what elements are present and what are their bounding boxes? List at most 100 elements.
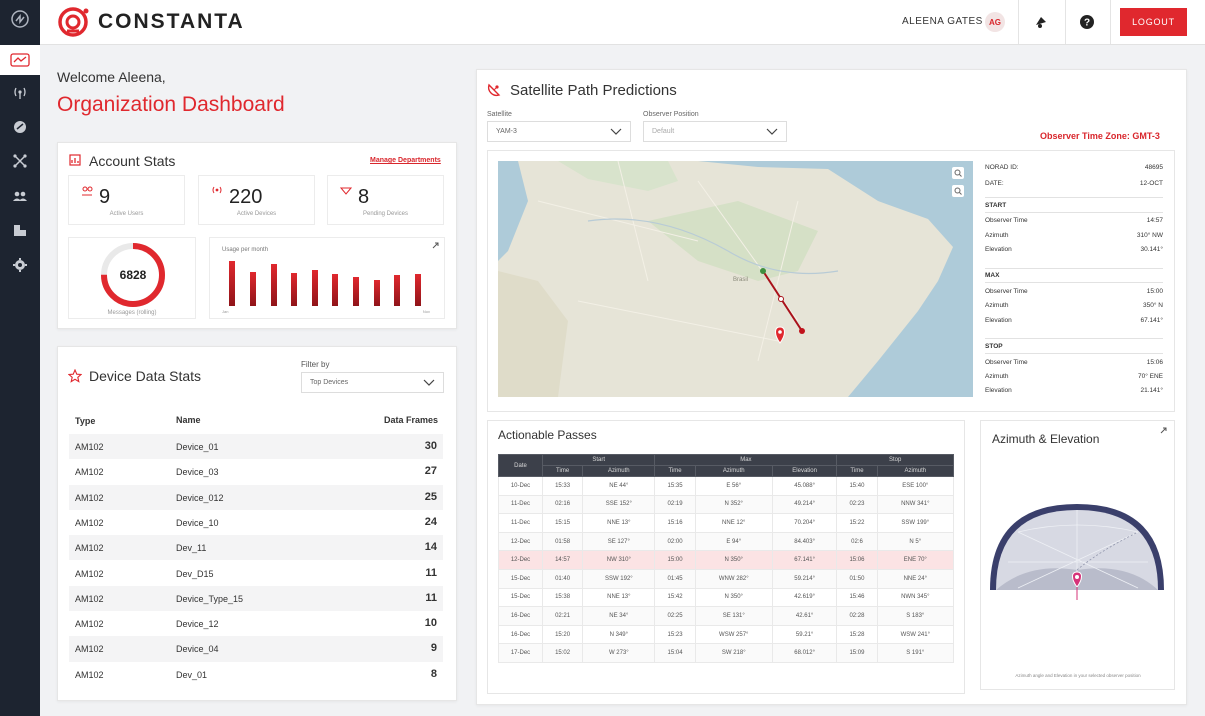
chart-icon[interactable]	[0, 215, 40, 245]
table-row[interactable]: 11-Dec 15:15 NNE 13° 15:16 NNE 12° 70.204° 15:…	[498, 513, 955, 533]
norad-value: 48695	[1144, 164, 1163, 171]
column-header-frames: Data Frames	[383, 415, 438, 425]
table-row[interactable]: 11-Dec 02:16 SSE 152° 02:19 N 352° 49.214° 02:…	[498, 494, 955, 515]
table-row[interactable]: AM102 Device_10 24	[69, 510, 443, 535]
table-row[interactable]: AM102 Device_03 27	[69, 459, 443, 484]
observer-select[interactable]: Default	[643, 121, 787, 142]
table-row[interactable]: 16-Dec 15:20 N 349° 15:23 WSW 257° 59.21° 15:2…	[498, 624, 955, 645]
filter-select[interactable]: Top Devices	[301, 372, 444, 393]
notifications-icon[interactable]	[1031, 12, 1051, 32]
logout-button[interactable]: LOGOUT	[1120, 8, 1187, 36]
table-cell: N 349°	[582, 624, 656, 645]
table-cell: 15:33	[541, 476, 584, 496]
table-row[interactable]: 16-Dec 02:21 NE 34° 02:25 SE 131° 42.61° 02:28…	[498, 606, 955, 626]
table-cell: 67.141°	[771, 550, 838, 570]
table-row[interactable]: 17-Dec 15:02 W 273° 15:04 SW 218° 68.012° 15:0…	[498, 643, 955, 663]
table-row[interactable]: 15-Dec 15:38 NNE 13° 15:42 N 350° 42.619° 15:4…	[498, 587, 955, 608]
table-cell: 15:22	[836, 513, 878, 533]
date-value: 12-OCT	[1139, 180, 1163, 187]
table-cell: E 56°	[694, 476, 773, 496]
dashboard-icon[interactable]	[0, 45, 40, 75]
table-cell: 15:02	[541, 643, 584, 663]
table-cell: 02:28	[836, 606, 878, 626]
table-row[interactable]: 10-Dec 15:33 NE 44° 15:35 E 56° 45.088° 15:40 E…	[498, 476, 955, 496]
start-heading: START	[985, 202, 1007, 209]
max-time-label: Observer Time	[985, 288, 1028, 295]
divider	[985, 338, 1163, 339]
table-row[interactable]: 12-Dec 14:57 NW 310° 15:00 N 350° 67.141° 15:0…	[498, 550, 955, 570]
app-logo-icon[interactable]	[0, 4, 40, 34]
manage-departments-link[interactable]: Manage Departments	[370, 157, 441, 164]
users-icon[interactable]	[0, 181, 40, 211]
expand-icon[interactable]	[1159, 426, 1168, 435]
cell-frames: 10	[424, 617, 437, 630]
stop-time-value: 15:06	[1146, 359, 1163, 366]
max-time-row: Observer Time 15:00	[985, 288, 1163, 297]
table-row[interactable]: AM102 Dev_D15 11	[69, 561, 443, 586]
cell-frames: 11	[425, 591, 437, 604]
header-max-time: Time	[654, 465, 696, 477]
map[interactable]: Brasil	[498, 161, 973, 397]
brand[interactable]: CONSTANTA	[58, 7, 245, 37]
network-icon[interactable]	[0, 146, 40, 176]
usage-bar	[414, 274, 421, 306]
table-cell: 45.088°	[771, 476, 838, 496]
sky-dome	[990, 504, 1164, 600]
table-cell: 16-Dec	[498, 624, 543, 645]
user-name[interactable]: ALEENA GATES	[902, 16, 983, 27]
satellite-icon[interactable]	[0, 112, 40, 142]
cell-type: AM102	[75, 467, 104, 478]
table-cell: 02:00	[654, 531, 696, 552]
table-cell: 15-Dec	[498, 568, 543, 589]
pending-devices-label: Pending Devices	[362, 211, 409, 217]
satellite-title: Satellite Path Predictions	[510, 82, 677, 99]
group-stop: Stop	[836, 454, 954, 466]
table-cell: 84.403°	[771, 531, 838, 552]
table-cell: 01:40	[541, 568, 584, 589]
table-cell: 15:09	[836, 643, 878, 663]
max-elevation-value: 67.141°	[1140, 317, 1163, 324]
table-cell: SW 218°	[694, 643, 773, 663]
table-row[interactable]: AM102 Device_04 9	[69, 636, 443, 662]
settings-icon[interactable]	[0, 250, 40, 280]
observer-location-icon	[775, 326, 785, 344]
expand-icon[interactable]	[431, 241, 440, 250]
cell-type: AM102	[75, 543, 104, 554]
table-row[interactable]: AM102 Device_012 25	[69, 484, 443, 510]
cell-frames: 27	[424, 465, 437, 478]
stop-azimuth-label: Azimuth	[985, 373, 1009, 380]
table-cell: 02:23	[836, 494, 878, 515]
active-users-label: Active Users	[109, 211, 144, 217]
avatar[interactable]: AG	[985, 12, 1005, 32]
help-icon[interactable]: ?	[1077, 12, 1097, 32]
active-devices-value: 220	[229, 186, 263, 208]
divider	[985, 197, 1163, 198]
stop-elevation-row: Elevation 21.141°	[985, 387, 1163, 396]
table-cell: 15:40	[836, 476, 878, 496]
table-cell: WSW 257°	[694, 624, 773, 645]
antenna-stat-icon	[212, 186, 222, 194]
table-cell: 10-Dec	[498, 476, 543, 496]
table-cell: 59.21°	[771, 624, 838, 645]
account-stats-title: Account Stats	[89, 153, 176, 169]
table-row[interactable]: AM102 Device_Type_15 11	[69, 585, 443, 612]
max-time-value: 15:00	[1146, 288, 1163, 295]
antenna-icon[interactable]	[0, 78, 40, 108]
table-cell: ENE 70°	[876, 550, 955, 570]
table-row[interactable]: AM102 Device_01 30	[69, 434, 443, 460]
table-row[interactable]: 12-Dec 01:58 SE 127° 02:00 E 94° 84.403° 02:6 N…	[498, 531, 955, 552]
column-header-type: Type	[75, 416, 96, 426]
active-users-value: 9	[99, 186, 111, 208]
table-row[interactable]: AM102 Device_12 10	[69, 611, 443, 636]
zoom-out-icon[interactable]	[952, 185, 964, 197]
stop-elevation-value: 21.141°	[1140, 387, 1163, 394]
table-cell: S 191°	[876, 643, 955, 663]
satellite-select[interactable]: YAM-3	[487, 121, 631, 142]
usage-first-label: Jan	[222, 309, 229, 314]
table-row[interactable]: AM102 Dev_11 14	[69, 535, 443, 561]
zoom-in-icon[interactable]	[952, 167, 964, 179]
table-row[interactable]: 15-Dec 01:40 SSW 192° 01:45 WNW 282° 59.214° 0…	[498, 568, 955, 589]
table-row[interactable]: AM102 Dev_01 8	[69, 662, 443, 687]
cell-type: AM102	[75, 492, 104, 503]
messages-ring: 6828	[101, 243, 165, 307]
